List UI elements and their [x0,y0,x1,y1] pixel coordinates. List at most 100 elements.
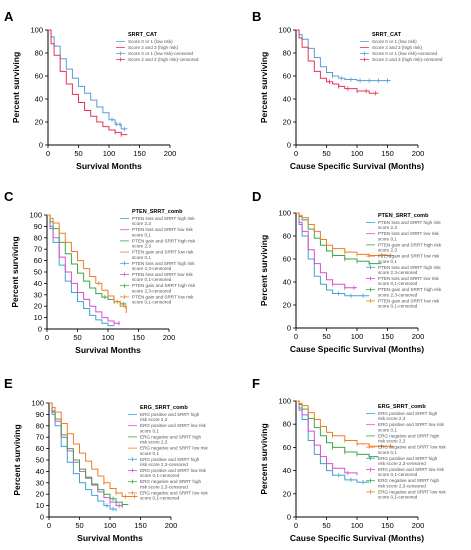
y-tick-label: 60 [283,255,291,264]
y-tick-label: 60 [283,72,291,81]
legend-entry-line: ERG positive and SRRT high [140,412,200,417]
survival-curve-4 [47,214,127,314]
legend-entry: ERG positive and SRRT low risk score 0,1 [378,422,445,432]
legend-entry: PTEN gain and SRRT high risk score 2,3-ce… [378,287,442,297]
legend-entry-line: score 2,3-censored [378,270,418,275]
legend-entry: PTEN loss and SRRT low risk score 0,1-cen… [378,276,440,286]
legend-entry-line: score 0,1 [140,451,159,456]
y-tick-label: 80 [283,49,291,58]
legend-entry: ERG positive and SRRT low risk score 0,1-… [378,467,445,477]
legend-entry-line: score 0,1 [132,232,151,237]
y-tick-label: 40 [283,278,291,287]
y-tick-label: 0 [40,513,44,522]
survival-curve-1 [48,29,128,130]
x-tick-label: 200 [412,521,425,530]
legend-entry: ERG positive and SRRT high risk score 2,3 [140,412,200,422]
y-tick-label: 80 [283,232,291,241]
y-tick-label: 100 [30,26,43,35]
panel-letter: B [252,9,261,24]
legend-entry: Score 0 or 1 (low risk)-censored [128,51,194,56]
x-axis-label: Survival Months [76,161,142,171]
x-tick-label: 50 [322,332,330,341]
panel-c: C 0 50 100 150 200 0 10 20 30 40 50 60 70 80 90 100 Survi… [4,189,196,355]
legend-entry-line: PTEN gain and SRRT low risk [378,298,440,303]
legend-entry-line: ERG negative and SRRT low risk [140,490,208,495]
legend-entry-line: Score 0 or 1 (low risk) [372,39,417,44]
y-tick-label: 0 [39,141,43,150]
legend-entry-line: PTEN gain and SRRT low risk [378,254,440,259]
legend-entry-line: score 0,1 [140,428,159,433]
y-tick-label: 40 [283,466,291,475]
x-tick-label: 50 [73,333,81,342]
y-tick-label: 60 [34,256,42,265]
legend-entry-line: score 0,1-censored [140,473,180,478]
legend-entry-line: Score 2 and 3 (high risk)-censored [128,57,199,62]
legend-entry-line: PTEN loss and SRRT low risk [378,231,440,236]
legend-entry-line: risk score 2,3 [140,440,168,445]
y-tick-label: 30 [34,290,42,299]
legend-entry-line: risk score 2,3 [378,416,406,421]
legend-entry-line: PTEN gain and SRRT high risk [132,283,196,288]
legend-entry: Score 0 or 1 (low risk) [128,39,173,44]
legend-title: SRRT_CAT [372,32,402,38]
legend-entry-line: risk score 2,3-censored [378,461,426,466]
legend-entry-line: PTEN loss and SRRT low risk [378,276,440,281]
legend-entry-line: score 0,1 [378,236,397,241]
legend-entry-line: PTEN loss and SRRT high risk [378,265,441,270]
y-axis-label: Percent surviving [10,236,20,307]
y-tick-label: 80 [283,420,291,429]
legend-entry-line: ERG negative and SRRT high [140,434,202,439]
legend-entry-line: Score 0 or 1 (low risk) [128,39,173,44]
legend-entry: PTEN loss and SRRT high risk score 2,3-ce… [132,261,195,271]
legend-entry: PTEN loss and SRRT high risk score 2,3 [132,216,195,226]
legend-entry-line: risk score 2,3 [140,417,168,422]
y-axis-label: Percent surviving [259,423,269,494]
legend-entry-line: ERG positive and SRRT high [140,457,200,462]
x-tick-label: 0 [46,149,50,158]
x-axis-label: Cause Specific Survival (Months) [290,533,424,543]
panel-d: D 0 50 100 150 200 0 20 40 60 80 100 Cause Specific … [252,189,442,354]
legend-entry: PTEN loss and SRRT low risk score 0,1 [132,227,194,237]
x-tick-label: 50 [322,521,330,530]
y-tick-label: 20 [283,118,291,127]
y-tick-label: 40 [283,95,291,104]
legend-title: ERG_SRRT_comb [378,404,426,410]
survival-curve-1 [49,402,117,512]
legend-entry: ERG negative and SRRT low risk score 0,1-… [378,489,446,499]
legend-entry: PTEN gain and SRRT low risk score 0,1 [378,254,440,264]
y-tick-label: 60 [283,443,291,452]
legend-entry-line: risk score 2,3-censored [378,483,426,488]
legend-entry: ERG negative and SRRT low risk score 0,1 [378,445,446,455]
x-tick-label: 150 [134,521,147,530]
legend-entry-line: PTEN gain and SRRT high risk [378,242,442,247]
y-tick-label: 20 [36,490,44,499]
legend-entry: ERG positive and SRRT low risk score 0,1-… [140,468,207,478]
legend-entry-line: score 0,1-censored [132,277,172,282]
legend-entry: PTEN loss and SRRT low risk score 0,1 [378,231,440,241]
x-tick-label: 100 [351,332,364,341]
x-axis-label: Survival Months [75,345,141,355]
x-tick-label: 200 [164,149,177,158]
legend-entry: ERG negative and SRRT high risk score 2,3… [378,478,440,488]
legend-entry-line: ERG negative and SRRT low risk [378,489,446,494]
y-tick-label: 0 [287,141,291,150]
x-tick-label: 100 [102,333,115,342]
legend-entry-line: risk score 2,3-censored [140,484,188,489]
panel-letter: A [4,9,14,24]
x-tick-label: 0 [47,521,51,530]
x-tick-label: 100 [351,521,364,530]
legend-entry-line: score 0,1-censored [378,472,418,477]
y-tick-label: 50 [36,456,44,465]
y-tick-label: 20 [283,489,291,498]
y-tick-label: 0 [287,324,291,333]
legend-entry: PTEN gain and SRRT low risk score 0,1-cen… [132,294,194,304]
legend-entry-line: PTEN gain and SRRT high risk [378,287,442,292]
legend-entry: Score 2 and 3 (high risk) [372,45,423,50]
legend-entry: ERG negative and SRRT low risk score 0,1 [140,446,208,456]
legend-entry-line: Score 2 and 3 (high risk)-censored [372,57,443,62]
